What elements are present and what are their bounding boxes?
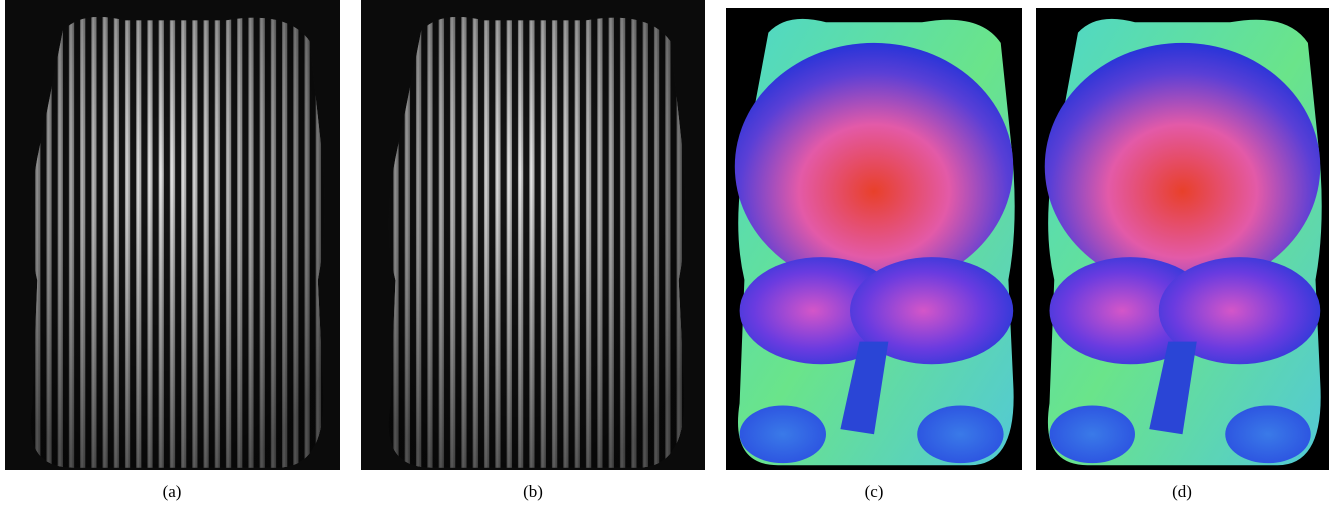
face-region (735, 43, 1013, 290)
foot-left (740, 405, 826, 463)
caption: (c) (865, 482, 884, 501)
panel-c (726, 8, 1022, 470)
foot-right (917, 405, 1003, 463)
face-region (1045, 43, 1321, 290)
panel-d (1036, 8, 1329, 470)
foot-left (1050, 405, 1136, 463)
panel-a (5, 0, 340, 470)
image-shading (31, 17, 325, 468)
figure: (a) (b) (c) (d) (0, 0, 1329, 506)
caption: (d) (1172, 482, 1192, 501)
foot-right (1225, 405, 1311, 463)
caption: (b) (523, 482, 543, 501)
caption: (a) (163, 482, 182, 501)
panel-b (361, 0, 705, 470)
image-shading (389, 17, 686, 468)
